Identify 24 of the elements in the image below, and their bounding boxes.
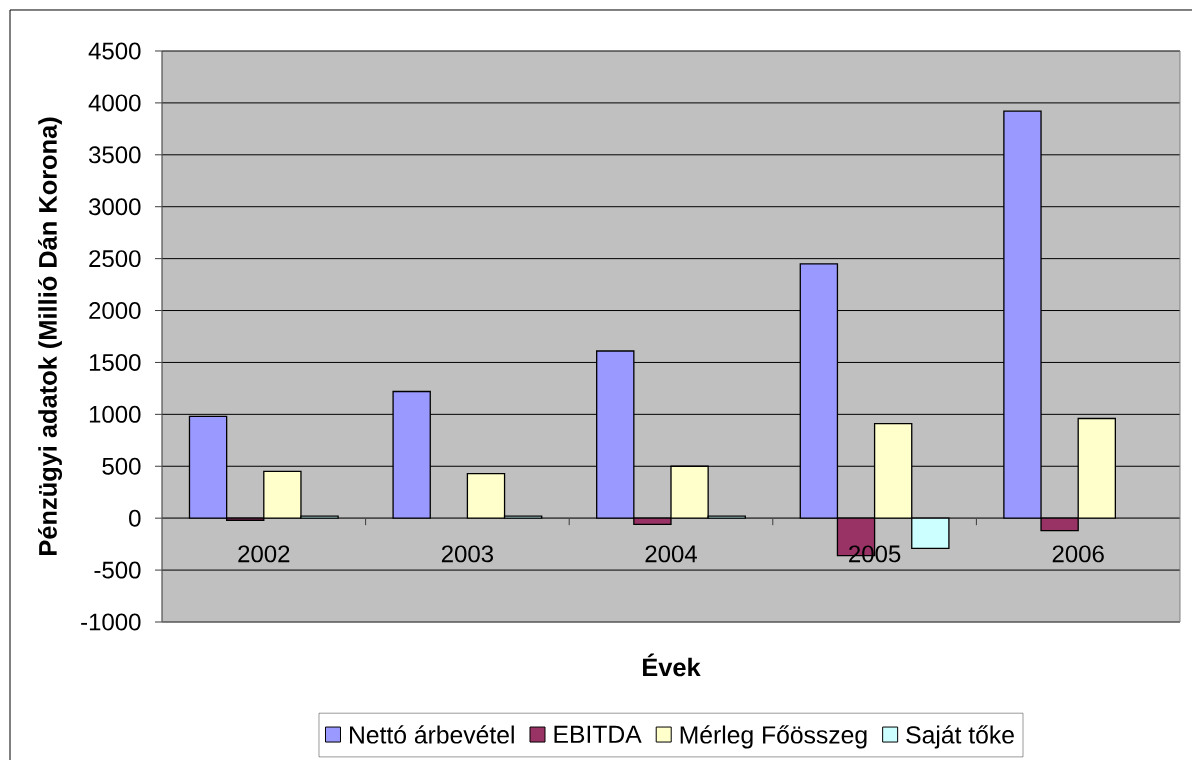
x-axis-title: Évek <box>643 653 701 677</box>
y-tick-label: 2500 <box>89 250 141 268</box>
y-tick-label: -1000 <box>81 613 141 631</box>
legend-label: Nettó árbevétel <box>350 725 514 744</box>
x-tick-label: 2004 <box>645 545 697 563</box>
legend-label: Saját tőke <box>906 725 1014 749</box>
y-tick-label: 1500 <box>89 353 141 371</box>
y-tick-label: -500 <box>94 561 141 579</box>
y-tick-label: 1000 <box>89 405 141 423</box>
y-tick-label: 2000 <box>89 302 141 320</box>
y-tick-label: 3000 <box>88 198 141 216</box>
y-tick-label: 4500 <box>88 42 141 60</box>
y-tick-label: 500 <box>102 457 141 475</box>
y-tick-label: 4000 <box>88 94 141 112</box>
x-tick-label: 2003 <box>441 545 494 563</box>
y-tick-label: 3500 <box>88 146 141 164</box>
legend-label: Mérleg Főösszeg <box>680 725 867 749</box>
x-tick-label: 2005 <box>849 545 901 563</box>
x-tick-label: 2002 <box>238 545 290 563</box>
x-tick-label: 2006 <box>1052 545 1104 563</box>
bar <box>392 390 431 519</box>
legend-label: EBITDA <box>554 725 642 743</box>
y-axis-title: Pénzügyi adatok (Millió Dán Korona) <box>38 117 63 555</box>
y-tick-label: 0 <box>129 509 141 527</box>
